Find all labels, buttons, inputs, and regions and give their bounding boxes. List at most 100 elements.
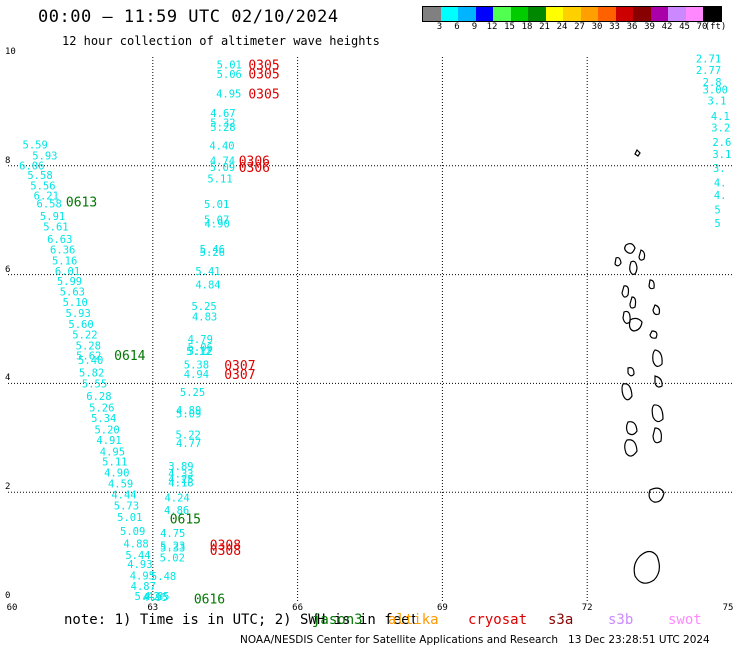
- island-outline: [634, 148, 641, 157]
- satellite-label-s3a: s3a: [548, 612, 574, 628]
- wave-height-value: 5.40: [78, 355, 103, 367]
- wave-height-value: 4.90: [104, 468, 129, 480]
- y-tick-label: 0: [5, 591, 11, 601]
- island-outline: [648, 279, 655, 290]
- island-outline: [624, 242, 636, 254]
- wave-height-value: 5.11: [207, 173, 232, 185]
- wave-height-value: 5.56: [30, 180, 55, 192]
- wave-height-value: 5.06: [188, 342, 213, 354]
- legend-swatch: [528, 7, 546, 21]
- pass-id-label: 0308: [210, 538, 241, 553]
- pass-id-label: 0306: [239, 154, 270, 169]
- legend-label: 9: [471, 22, 478, 32]
- wave-height-value: 6.36: [50, 245, 75, 257]
- wave-height-value: 4.1: [711, 111, 730, 123]
- legend-swatch: [493, 7, 511, 21]
- pass-labels: 0613061406150616030503050305030603060307…: [66, 59, 280, 608]
- y-tick-label: 2: [5, 482, 11, 493]
- legend-swatch: [668, 7, 686, 21]
- wave-height-value: 5.09: [210, 162, 235, 174]
- generated-timestamp: 13 Dec 23:28:51 UTC 2024: [568, 634, 710, 646]
- wave-height-value: 3.: [713, 163, 726, 175]
- legend-swatch: [598, 7, 616, 21]
- wave-height-value: 4.84: [195, 279, 220, 291]
- wave-height-value: 4.85: [144, 591, 169, 603]
- pass-id-label: 0305: [248, 87, 279, 102]
- wave-height-value: 5: [714, 218, 720, 230]
- wave-height-value: 5.12: [186, 346, 211, 358]
- pass-id-label: 0305: [248, 67, 279, 82]
- wave-height-value: 5.59: [23, 140, 48, 152]
- wave-height-value: 4.90: [205, 218, 230, 230]
- wave-height-value: 4.40: [209, 141, 234, 153]
- wave-height-value: 3.1: [707, 96, 726, 108]
- credit-line: NOAA/NESDIS Center for Satellite Applica…: [240, 634, 710, 646]
- wave-height-value: 6.06: [19, 160, 44, 172]
- wave-height-value: 4.94: [184, 369, 209, 381]
- legend-label: (ft): [704, 22, 727, 32]
- maldives-coastlines: [614, 148, 665, 584]
- legend-swatch: [685, 7, 703, 21]
- wave-height-value: 3.00: [703, 85, 728, 97]
- x-tick-label: 60: [6, 603, 18, 613]
- pass-id-label: 0307: [224, 368, 255, 383]
- wave-height-value: 6.21: [34, 191, 59, 203]
- wave-height-value: 5.26: [89, 402, 114, 414]
- x-tick-label: 63: [147, 603, 159, 613]
- legend-label: 70: [696, 22, 708, 32]
- legend-label: 42: [661, 22, 673, 32]
- pass-id-label: 0306: [239, 161, 270, 176]
- island-outline: [624, 439, 638, 457]
- wave-height-value: 5.32: [210, 117, 235, 129]
- wave-height-value: 4.95: [216, 88, 241, 100]
- island-outline: [652, 349, 663, 367]
- map-title: 00:00 – 11:59 UTC 02/10/2024: [38, 7, 339, 27]
- legend-swatch: [440, 7, 458, 21]
- pass-id-label: 0615: [170, 512, 201, 527]
- wave-height-value: 5.60: [68, 319, 93, 331]
- island-outline: [622, 310, 631, 324]
- x-tick-label: 75: [722, 603, 734, 613]
- legend-label: 33: [609, 22, 620, 32]
- wave-height-value: 5.09: [120, 526, 145, 538]
- wave-height-value: 5.28: [210, 122, 235, 134]
- satellite-label-altika: altika: [388, 612, 439, 628]
- island-outline: [621, 285, 630, 298]
- x-tick-label: 69: [436, 603, 448, 613]
- wave-height-value: 2.6: [712, 137, 731, 149]
- wave-height-value: 5.11: [102, 457, 127, 469]
- legend-label: 30: [591, 22, 603, 32]
- wave-height-value: 4.95: [130, 570, 155, 582]
- wave-height-value: 5.25: [191, 301, 216, 313]
- wave-height-value: 5.99: [57, 276, 82, 288]
- legend-label: 6: [454, 22, 460, 32]
- wave-height-value: 4.24: [164, 493, 189, 505]
- wave-height-value: 5.61: [43, 222, 68, 234]
- island-outline: [652, 304, 661, 316]
- wave-height-value: 4.18: [168, 477, 193, 489]
- wave-height-value: 4.91: [96, 435, 121, 447]
- wave-height-value: 5.23: [160, 541, 185, 553]
- color-scale-legend: [422, 6, 722, 22]
- wave-height-value: 4.: [714, 178, 727, 190]
- pass-id-label: 0307: [224, 359, 255, 374]
- wave-height-value: 5.01: [117, 512, 142, 524]
- y-tick-label: 6: [5, 264, 11, 275]
- wave-height-value: 3.2: [711, 123, 730, 135]
- wave-height-value: 4.33: [168, 469, 193, 481]
- island-outline: [654, 375, 663, 388]
- wave-height-value: 4.44: [111, 489, 136, 501]
- wave-height-value: 4.: [714, 190, 727, 202]
- wave-height-value: 5.41: [195, 266, 220, 278]
- wave-height-value: 5.48: [151, 571, 176, 583]
- map-subtitle: 12 hour collection of altimeter wave hei…: [62, 34, 380, 48]
- pass-id-label: 0614: [114, 349, 145, 364]
- wave-height-value: 5.06: [217, 69, 242, 81]
- legend-swatch: [703, 7, 721, 21]
- island-outline: [628, 317, 643, 332]
- wave-height-value: 3.89: [168, 461, 193, 473]
- wave-height-value: 4.77: [176, 438, 201, 450]
- wave-height-value: 4.88: [123, 538, 148, 550]
